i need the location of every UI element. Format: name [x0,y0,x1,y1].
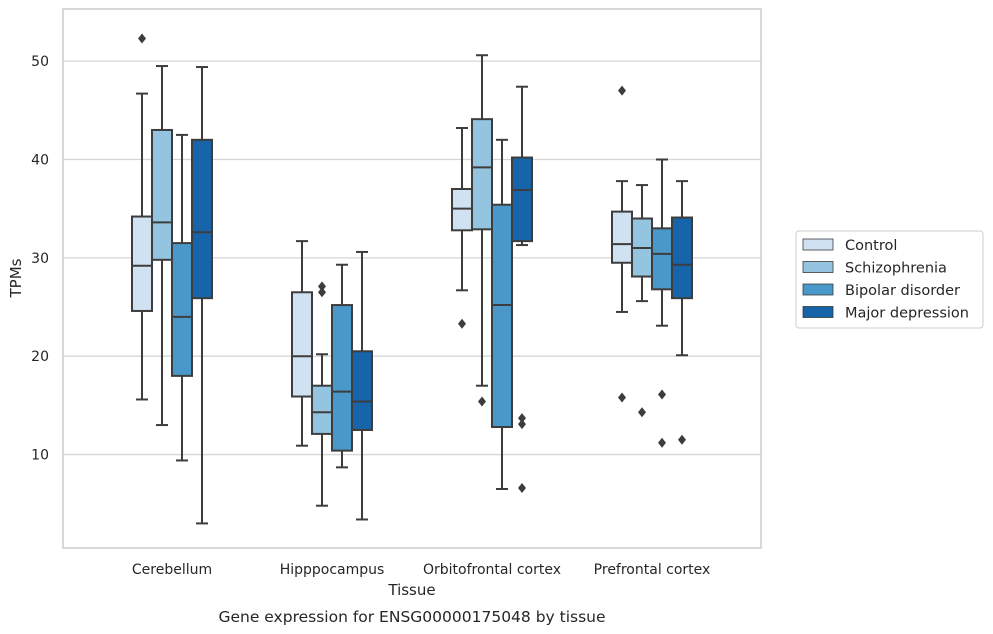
box-control [611,85,633,403]
iqr-box [311,384,333,435]
box-bipolar-disorder [651,158,673,448]
legend: Control Schizophrenia Bipolar disorder Majo… [795,230,984,329]
chart-caption: Gene expression for ENSG00000175048 by t… [218,608,605,626]
y-tick-label: 10 [31,448,49,464]
iqr-box [171,242,193,377]
outlier-point [318,287,326,298]
x-tick-label: Prefrontal cortex [594,562,711,578]
box-major-depression [671,180,693,445]
iqr-box [491,203,513,429]
x-tick-label: Cerebellum [132,562,212,578]
iqr-box [151,128,173,261]
iqr-box [671,216,693,300]
legend-label: Major depression [845,306,969,322]
box-control [451,127,473,329]
y-tick-label: 50 [31,54,49,70]
iqr-box [131,215,153,312]
box-bipolar-disorder [491,138,513,490]
legend-swatch [802,306,834,318]
box-control [131,33,153,401]
box-series [131,33,693,525]
outlier-point [458,318,466,329]
outlier-point [478,396,486,407]
outlier-point [658,389,666,400]
iqr-box [331,304,353,452]
outlier-point [138,33,146,44]
legend-label: Bipolar disorder [845,283,960,299]
outlier-point [518,413,526,424]
legend-frame [795,230,984,329]
x-tick-label: Orbitofrontal cortex [423,562,561,578]
box-bipolar-disorder [171,133,193,462]
y-tick-label: 20 [31,349,49,365]
y-tick-label: 30 [31,251,49,267]
iqr-box [471,118,493,231]
outlier-point [618,85,626,96]
outlier-point [618,392,626,403]
legend-swatch [802,261,834,273]
y-axis-title: TPMs [7,258,25,298]
legend-label: Control [845,238,897,254]
box-schizophrenia [631,184,653,418]
iqr-box [511,156,533,243]
outlier-point [678,434,686,445]
box-control [291,240,313,447]
y-tick-label: 40 [31,152,49,168]
plot-frame [62,8,762,549]
iqr-box [651,227,673,291]
outlier-point [518,483,526,494]
x-axis-title: Tissue [387,581,435,599]
legend-swatch [802,238,834,251]
iqr-box [351,350,373,431]
box-schizophrenia [151,65,173,427]
x-tick-label: Hipppocampus [280,562,385,578]
outlier-point [518,419,526,430]
legend-swatch [802,283,834,296]
box-schizophrenia [311,281,333,507]
outlier-point [658,437,666,448]
box-schizophrenia [471,54,493,407]
iqr-box [191,138,213,300]
iqr-box [291,291,313,398]
legend-label: Schizophrenia [845,261,947,277]
box-major-depression [351,250,373,521]
iqr-box [611,210,633,264]
box-major-depression [511,85,533,494]
tick-labels: 10 20 30 40 50 Cerebellum Hipppocampus Orbitofr… [31,54,710,578]
outlier-point [638,407,646,418]
box-bipolar-disorder [331,263,353,469]
box-major-depression [191,66,213,525]
outlier-point [318,281,326,292]
